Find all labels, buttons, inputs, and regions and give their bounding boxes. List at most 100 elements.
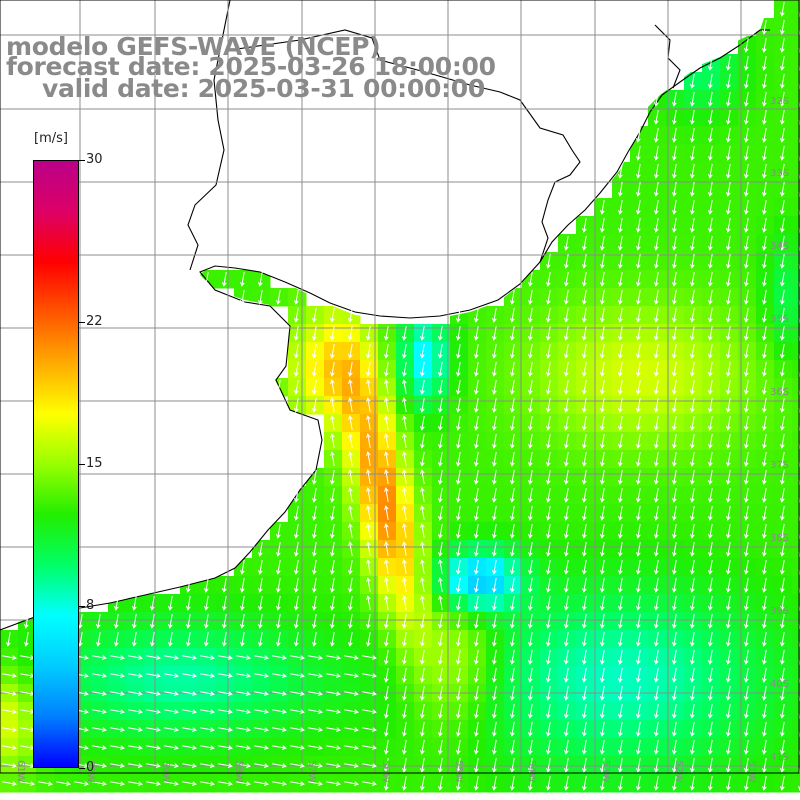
wind-cell (792, 738, 800, 757)
wind-arrow (384, 326, 389, 341)
wind-arrow (600, 434, 605, 449)
wind-arrow (564, 308, 569, 323)
wind-arrow (744, 92, 749, 107)
wind-arrow (438, 704, 443, 719)
wind-cell (792, 324, 800, 343)
wind-arrow (272, 655, 287, 660)
wind-arrow (636, 704, 641, 719)
wind-arrow (294, 398, 299, 413)
wind-arrow (636, 758, 641, 773)
wind-arrow (654, 722, 659, 737)
wind-arrow (258, 614, 263, 629)
wind-arrow (384, 577, 389, 592)
longitude-label: 53W (600, 760, 611, 783)
wind-arrow (582, 506, 587, 521)
wind-arrow (690, 650, 695, 665)
wind-arrow (510, 686, 515, 701)
wind-arrow (708, 434, 713, 449)
wind-arrow (618, 488, 623, 503)
wind-arrow (402, 487, 407, 502)
wind-arrow (582, 632, 587, 647)
wind-arrow (762, 254, 767, 269)
wind-arrow (618, 542, 623, 557)
wind-arrow (348, 632, 353, 647)
wind-arrow (114, 632, 119, 647)
wind-arrow (420, 722, 425, 737)
wind-arrow (600, 326, 605, 341)
wind-arrow (780, 182, 785, 197)
wind-cell (792, 288, 800, 307)
wind-arrow (456, 344, 461, 359)
wind-arrow (218, 763, 233, 768)
wind-arrow (326, 781, 341, 786)
wind-arrow (546, 488, 551, 503)
wind-arrow (690, 164, 695, 179)
wind-arrow (366, 451, 371, 466)
wind-arrow (528, 362, 533, 377)
wind-arrow (654, 362, 659, 377)
wind-arrow (780, 488, 785, 503)
wind-arrow (708, 740, 713, 755)
wind-arrow (276, 614, 281, 629)
wind-arrow (690, 254, 695, 269)
wind-arrow (312, 632, 317, 647)
wind-arrow (258, 290, 263, 305)
wind-arrow (510, 596, 515, 611)
wind-arrow (600, 596, 605, 611)
wind-arrow (222, 614, 227, 629)
wind-arrow (762, 596, 767, 611)
wind-arrow (618, 236, 623, 251)
wind-cell (792, 90, 800, 109)
wind-arrow (618, 254, 623, 269)
wind-arrow (276, 524, 281, 539)
wind-arrow (330, 578, 335, 593)
wind-arrow (690, 380, 695, 395)
wind-arrow (690, 128, 695, 143)
wind-arrow (762, 452, 767, 467)
wind-arrow (690, 452, 695, 467)
wind-arrow (114, 614, 119, 629)
wind-arrow (528, 614, 533, 629)
wind-arrow (582, 686, 587, 701)
wind-arrow (744, 452, 749, 467)
wind-arrow (528, 542, 533, 557)
latitude-label: 36S (770, 387, 789, 398)
wind-arrow (546, 560, 551, 575)
wind-arrow (708, 308, 713, 323)
wind-arrow (690, 200, 695, 215)
wind-arrow (762, 164, 767, 179)
wind-arrow (726, 218, 731, 233)
wind-arrow (564, 614, 569, 629)
wind-cell (792, 36, 800, 55)
wind-arrow (708, 596, 713, 611)
wind-arrow (654, 200, 659, 215)
colorbar-tick-label: 22 (86, 314, 103, 330)
wind-arrow (726, 776, 731, 791)
wind-arrow (182, 781, 197, 786)
wind-arrow (708, 182, 713, 197)
wind-arrow (272, 727, 287, 732)
wind-arrow (402, 704, 407, 719)
wind-arrow (218, 709, 233, 714)
wind-arrow (200, 745, 215, 750)
wind-arrow (654, 416, 659, 431)
wind-arrow (290, 673, 305, 678)
wind-arrow (636, 398, 641, 413)
wind-arrow (690, 182, 695, 197)
wind-arrow (726, 470, 731, 485)
wind-arrow (474, 686, 479, 701)
wind-arrow (294, 632, 299, 647)
wind-arrow (654, 128, 659, 143)
wind-arrow (564, 362, 569, 377)
wind-arrow (564, 542, 569, 557)
wind-arrow (150, 632, 155, 647)
wind-arrow (438, 380, 443, 395)
wind-cell (792, 234, 800, 253)
wind-arrow (546, 578, 551, 593)
wind-arrow (240, 596, 245, 611)
wind-arrow (348, 433, 353, 448)
wind-arrow (690, 704, 695, 719)
latitude-label: 32S (770, 96, 789, 107)
wind-arrow (96, 632, 101, 647)
wind-arrow (474, 362, 479, 377)
